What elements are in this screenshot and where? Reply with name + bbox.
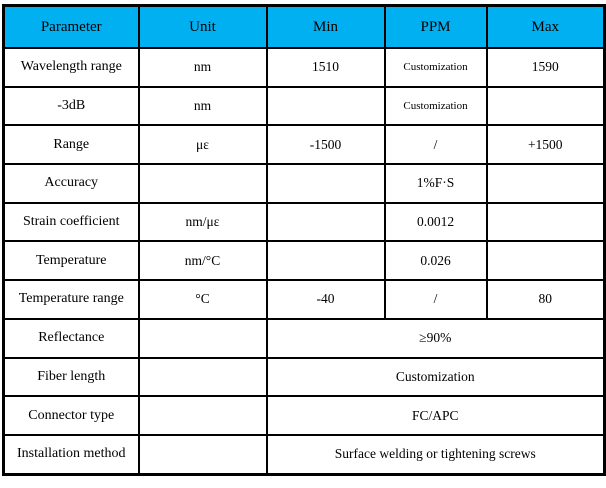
merged-value-cell: FC/APC (265, 395, 606, 436)
spec-table: Parameter Unit Min PPM Max Wavelength ra… (2, 4, 606, 476)
table-row: Fiber length Customization (2, 356, 606, 398)
param-cell: Wavelength range (2, 47, 140, 88)
min-cell (265, 85, 386, 127)
ppm-cell: / (383, 124, 488, 166)
unit-cell (137, 317, 268, 359)
max-cell (485, 201, 606, 243)
header-ppm: PPM (383, 4, 488, 49)
table-row: Temperature range °C -40/80 (2, 279, 606, 320)
merged-value-cell: Surface welding or tightening screws (265, 433, 606, 476)
header-row: Parameter Unit Min PPM Max (2, 4, 606, 49)
header-parameter: Parameter (2, 4, 140, 49)
table-row: Temperature nm/°C 0.026 (2, 240, 606, 282)
table-row: Reflectance ≥90% (2, 317, 606, 359)
param-cell: Temperature (2, 240, 140, 282)
table-row: -3dB nm Customization (2, 85, 606, 127)
min-cell (265, 163, 386, 204)
ppm-cell: 0.0012 (383, 201, 488, 243)
table-row: Connector type FC/APC (2, 395, 606, 436)
unit-cell: nm/°C (137, 240, 268, 282)
max-cell (485, 85, 606, 127)
table-row: Strain coefficient nm/με 0.0012 (2, 201, 606, 243)
unit-cell (137, 395, 268, 436)
param-cell: Accuracy (2, 163, 140, 204)
table-row: Installation method Surface welding or ti… (2, 433, 606, 476)
param-cell: Fiber length (2, 356, 140, 398)
ppm-cell: Customization (383, 85, 488, 127)
param-cell: -3dB (2, 85, 140, 127)
min-cell (265, 240, 386, 282)
min-cell (265, 201, 386, 243)
table-row: Accuracy 1%F·S (2, 163, 606, 204)
header-unit: Unit (137, 4, 268, 49)
max-cell: 80 (485, 279, 606, 320)
param-cell: Strain coefficient (2, 201, 140, 243)
ppm-cell: 0.026 (383, 240, 488, 282)
min-cell: 1510 (265, 47, 386, 88)
param-cell: Temperature range (2, 279, 140, 320)
unit-cell (137, 163, 268, 204)
unit-cell: nm (137, 85, 268, 127)
unit-cell (137, 356, 268, 398)
ppm-cell: / (383, 279, 488, 320)
ppm-cell: 1%F·S (383, 163, 488, 204)
header-min: Min (265, 4, 386, 49)
unit-cell (137, 433, 268, 476)
spec-table-body: Wavelength range nm 1510 Customization 1590-… (2, 47, 606, 476)
merged-value-cell: Customization (265, 356, 606, 398)
merged-value-cell: ≥90% (265, 317, 606, 359)
param-cell: Connector type (2, 395, 140, 436)
param-cell: Installation method (2, 433, 140, 476)
max-cell (485, 240, 606, 282)
param-cell: Range (2, 124, 140, 166)
ppm-cell: Customization (383, 47, 488, 88)
header-max: Max (485, 4, 606, 49)
unit-cell: με (137, 124, 268, 166)
table-row: Range με -1500/+1500 (2, 124, 606, 166)
min-cell: -1500 (265, 124, 386, 166)
max-cell: 1590 (485, 47, 606, 88)
min-cell: -40 (265, 279, 386, 320)
max-cell (485, 163, 606, 204)
table-row: Wavelength range nm 1510 Customization 1590 (2, 47, 606, 88)
param-cell: Reflectance (2, 317, 140, 359)
unit-cell: °C (137, 279, 268, 320)
max-cell: +1500 (485, 124, 606, 166)
spec-table-header: Parameter Unit Min PPM Max (2, 4, 606, 49)
unit-cell: nm/με (137, 201, 268, 243)
unit-cell: nm (137, 47, 268, 88)
